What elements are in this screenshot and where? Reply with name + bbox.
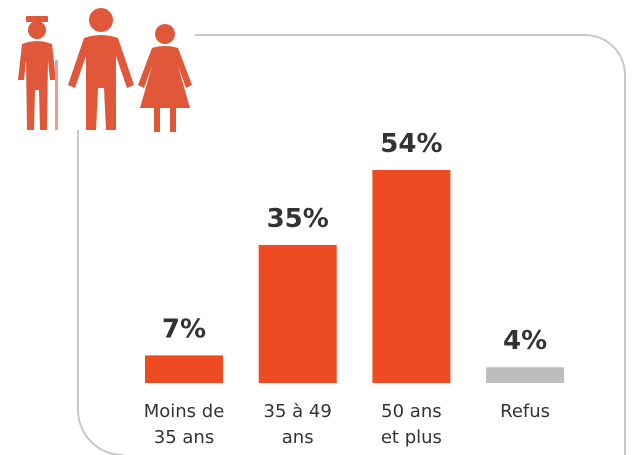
frame	[77, 34, 626, 455]
value-label: 54%	[380, 129, 442, 159]
category-label: Refus	[500, 401, 551, 422]
category-label: Moins de 35 ans	[143, 401, 225, 448]
people-icon	[18, 8, 192, 132]
value-label: 7%	[162, 314, 206, 344]
bar	[372, 170, 451, 383]
bar	[258, 244, 337, 383]
value-label: 35%	[267, 204, 329, 234]
value-label: 4%	[503, 326, 547, 356]
category-label: 35 à 49 ans	[263, 401, 332, 448]
category-label: 50 ans et plus	[380, 401, 442, 448]
bar	[145, 355, 223, 383]
bar	[486, 367, 565, 383]
